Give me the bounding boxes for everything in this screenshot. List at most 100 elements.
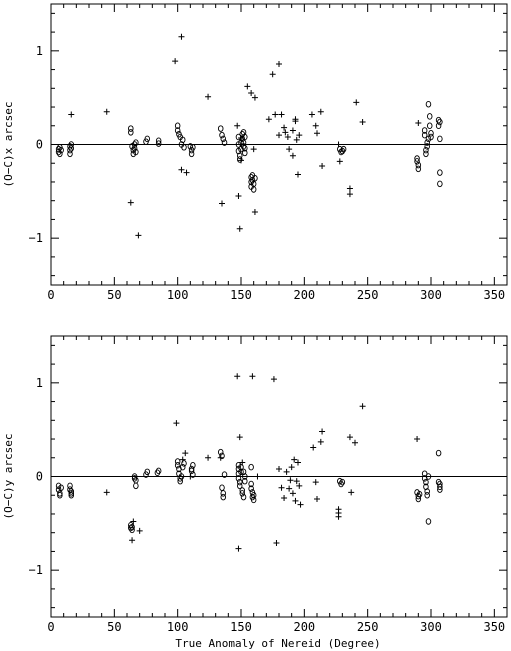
circle-point (219, 484, 225, 491)
y-tick-label: −1 (29, 563, 43, 577)
plus-point (178, 33, 185, 40)
circle-point (236, 482, 243, 490)
circle-point (219, 131, 225, 139)
circle-point (220, 493, 227, 501)
plus-point (127, 199, 134, 206)
circle-point (437, 135, 443, 143)
plus-point (235, 193, 242, 200)
circle-point (414, 158, 420, 165)
y-tick-label: 0 (36, 138, 43, 152)
plus-point (238, 157, 244, 164)
circle-point (425, 473, 432, 480)
top-panel-x-residuals: 0 50 100 150 200 250 300 350 −1 0 1 (O−C)x arcsec (2, 3, 508, 302)
circle-point (435, 478, 442, 486)
circle-point (144, 135, 151, 143)
circle-point (437, 483, 443, 491)
circle-point (415, 161, 422, 169)
circle-point (240, 468, 247, 476)
plus-point (103, 489, 110, 496)
circle-point (435, 449, 442, 457)
plus-point (335, 513, 342, 520)
circle-point (179, 136, 186, 144)
circle-point (188, 150, 195, 158)
plus-point (136, 527, 143, 534)
x-tick-label: 300 (420, 620, 442, 634)
plus-point (235, 545, 242, 552)
plus-point (297, 501, 304, 508)
plus-point (352, 439, 358, 446)
circle-point (131, 141, 138, 148)
plus-point (319, 428, 326, 435)
plus-point (310, 444, 317, 451)
circle-point (236, 152, 243, 159)
plus-point (288, 464, 295, 471)
plus-point (238, 134, 244, 141)
plus-point (314, 495, 320, 502)
plus-point (415, 119, 422, 126)
circle-point (242, 473, 248, 480)
circle-point (155, 137, 162, 145)
circle-point (239, 487, 246, 494)
plus-point (281, 124, 288, 131)
plus-point (270, 376, 277, 383)
plus-point (348, 489, 355, 496)
x-tick-label: 0 (47, 620, 54, 634)
circle-point (235, 475, 242, 482)
circle-point (424, 143, 430, 150)
plus-point (293, 136, 300, 143)
plus-point (312, 479, 319, 486)
y-tick-label: 1 (36, 44, 43, 58)
circle-point (174, 458, 181, 465)
plus-point (182, 450, 189, 457)
circle-point (423, 150, 429, 158)
plus-point (287, 477, 294, 484)
plus-point (273, 540, 280, 547)
circle-point (239, 490, 246, 497)
plus-point (291, 456, 298, 463)
circle-point (177, 477, 183, 485)
plus-point (414, 436, 421, 443)
circle-point (338, 480, 344, 488)
plus-point (295, 171, 301, 178)
plus-point (276, 132, 282, 139)
x-tick-label: 200 (293, 288, 315, 302)
circle-point (133, 482, 139, 490)
circle-point (221, 471, 228, 478)
plus-point (219, 200, 225, 207)
circle-point (236, 478, 243, 486)
plus-point (205, 454, 212, 461)
plus-point (359, 119, 366, 126)
circle-point (217, 125, 224, 132)
circle-point (425, 100, 432, 108)
plus-point (272, 111, 279, 118)
circle-point (55, 145, 62, 153)
circle-point (252, 174, 258, 182)
circle-point (339, 478, 346, 486)
x-tick-label: 50 (107, 288, 121, 302)
circle-point (424, 491, 430, 499)
plus-point (283, 468, 290, 475)
y-tick-label: 0 (36, 470, 43, 484)
bottom-panel-y-residuals: 0 50 100 150 200 250 300 350 −1 0 1 (O−C)y arcsec Tr… (2, 335, 508, 650)
plus-point (317, 108, 324, 115)
circle-point (437, 118, 443, 126)
circle-point (421, 131, 428, 139)
circle-point (248, 463, 254, 471)
plus-point (250, 146, 257, 153)
x-tick-label: 50 (107, 620, 121, 634)
x-tick-label: 0 (47, 288, 54, 302)
plus-point (317, 438, 324, 445)
plus-point (248, 89, 255, 96)
plus-point (68, 111, 75, 118)
circle-point (129, 523, 135, 531)
plus-point (254, 473, 261, 480)
circle-point (415, 492, 422, 500)
x-axis-label: True Anomaly of Nereid (Degree) (175, 637, 380, 650)
circle-point (242, 149, 248, 157)
circle-point (250, 496, 257, 504)
circle-point (67, 486, 73, 493)
plus-point (269, 71, 276, 78)
y-tick-label: 1 (36, 376, 43, 390)
plus-point (172, 58, 179, 65)
